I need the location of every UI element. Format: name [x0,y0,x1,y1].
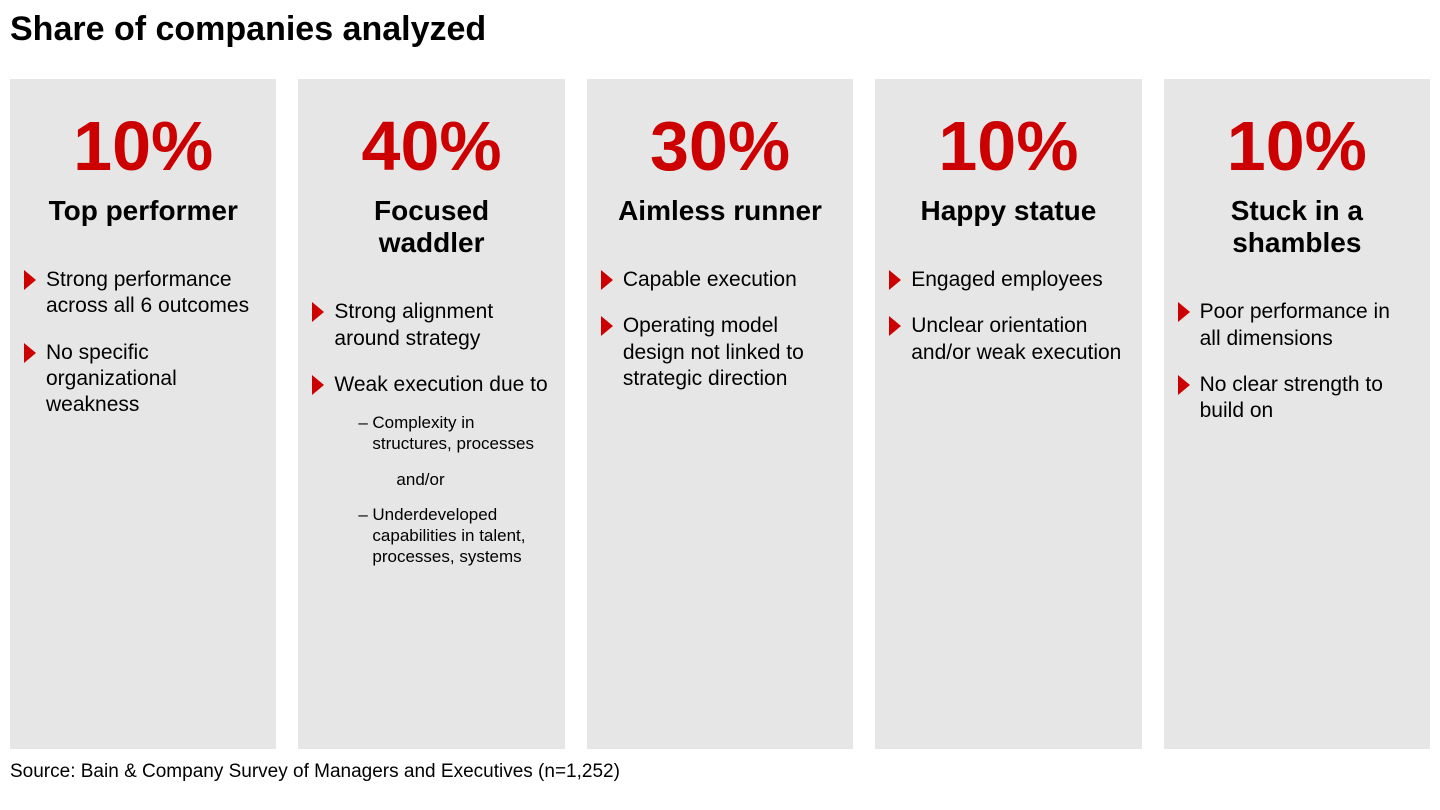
bullet-content: Weak execution due to–Complexity in stru… [334,372,550,582]
bullet-arrow-icon [24,270,36,290]
category-label: Stuck in a shambles [1178,195,1416,259]
page-title: Share of companies analyzed [10,10,1440,49]
sub-bullet-item: –Complexity in structures, processes [358,412,550,455]
sub-bullet-list: –Complexity in structures, processesand/… [358,412,550,568]
bullet-list: Strong performance across all 6 outcomes… [24,267,262,418]
category-card: 10% Happy statue Engaged employees Unclear … [875,79,1141,749]
bullet-item: Operating model design not linked to str… [601,313,839,392]
bullet-item: Unclear orientation and/or weak executio… [889,313,1127,366]
category-label: Top performer [24,195,262,227]
percentage-value: 10% [889,111,1127,181]
percentage-value: 40% [312,111,550,181]
sub-bullet-item: –Underdeveloped capabilities in talent, … [358,504,550,568]
percentage-value: 10% [1178,111,1416,181]
category-card: 40% Focused waddler Strong alignment aroun… [298,79,564,749]
bullet-arrow-icon [601,316,613,336]
bullet-text: Strong alignment around strategy [334,299,550,352]
bullet-list: Capable execution Operating model design … [601,267,839,392]
bullet-text: Strong performance across all 6 outcomes [46,267,262,320]
sub-bullet-text: Underdeveloped capabilities in talent, p… [372,504,550,568]
bullet-content: Poor performance in all dimensions [1200,299,1416,352]
category-label: Happy statue [889,195,1127,227]
bullet-content: Operating model design not linked to str… [623,313,839,392]
bullet-arrow-icon [312,375,324,395]
category-card: 10% Top performer Strong performance acros… [10,79,276,749]
dash-icon: – [358,504,372,568]
bullet-item: No specific organizational weakness [24,340,262,419]
bullet-content: No clear strength to build on [1200,372,1416,425]
bullet-text: Poor performance in all dimensions [1200,299,1416,352]
bullet-arrow-icon [1178,302,1190,322]
sub-connector: and/or [396,469,550,490]
bullet-item: Strong alignment around strategy [312,299,550,352]
category-card: 30% Aimless runner Capable execution Operat… [587,79,853,749]
sub-bullet-text: Complexity in structures, processes [372,412,550,455]
bullet-arrow-icon [889,316,901,336]
category-card: 10% Stuck in a shambles Poor performance i… [1164,79,1430,749]
bullet-text: Capable execution [623,267,797,293]
bullet-text: Engaged employees [911,267,1102,293]
category-label: Aimless runner [601,195,839,227]
bullet-item: Weak execution due to–Complexity in stru… [312,372,550,582]
bullet-arrow-icon [889,270,901,290]
bullet-text: No clear strength to build on [1200,372,1416,425]
bullet-content: No specific organizational weakness [46,340,262,419]
dash-icon: – [358,412,372,455]
bullet-item: No clear strength to build on [1178,372,1416,425]
bullet-content: Strong alignment around strategy [334,299,550,352]
percentage-value: 10% [24,111,262,181]
bullet-item: Strong performance across all 6 outcomes [24,267,262,320]
category-label: Focused waddler [312,195,550,259]
bullet-text: Weak execution due to [334,372,550,398]
cards-row: 10% Top performer Strong performance acros… [10,79,1440,749]
bullet-text: No specific organizational weakness [46,340,262,419]
percentage-value: 30% [601,111,839,181]
bullet-content: Strong performance across all 6 outcomes [46,267,262,320]
bullet-content: Unclear orientation and/or weak executio… [911,313,1127,366]
bullet-content: Engaged employees [911,267,1102,293]
bullet-arrow-icon [1178,375,1190,395]
bullet-list: Strong alignment around strategy Weak exe… [312,299,550,581]
bullet-text: Operating model design not linked to str… [623,313,839,392]
bullet-arrow-icon [601,270,613,290]
bullet-list: Poor performance in all dimensions No cle… [1178,299,1416,424]
bullet-content: Capable execution [623,267,797,293]
bullet-item: Engaged employees [889,267,1127,293]
bullet-arrow-icon [312,302,324,322]
source-note: Source: Bain & Company Survey of Manager… [10,761,1440,783]
bullet-arrow-icon [24,343,36,363]
bullet-text: Unclear orientation and/or weak executio… [911,313,1127,366]
bullet-item: Poor performance in all dimensions [1178,299,1416,352]
bullet-item: Capable execution [601,267,839,293]
bullet-list: Engaged employees Unclear orientation and… [889,267,1127,366]
